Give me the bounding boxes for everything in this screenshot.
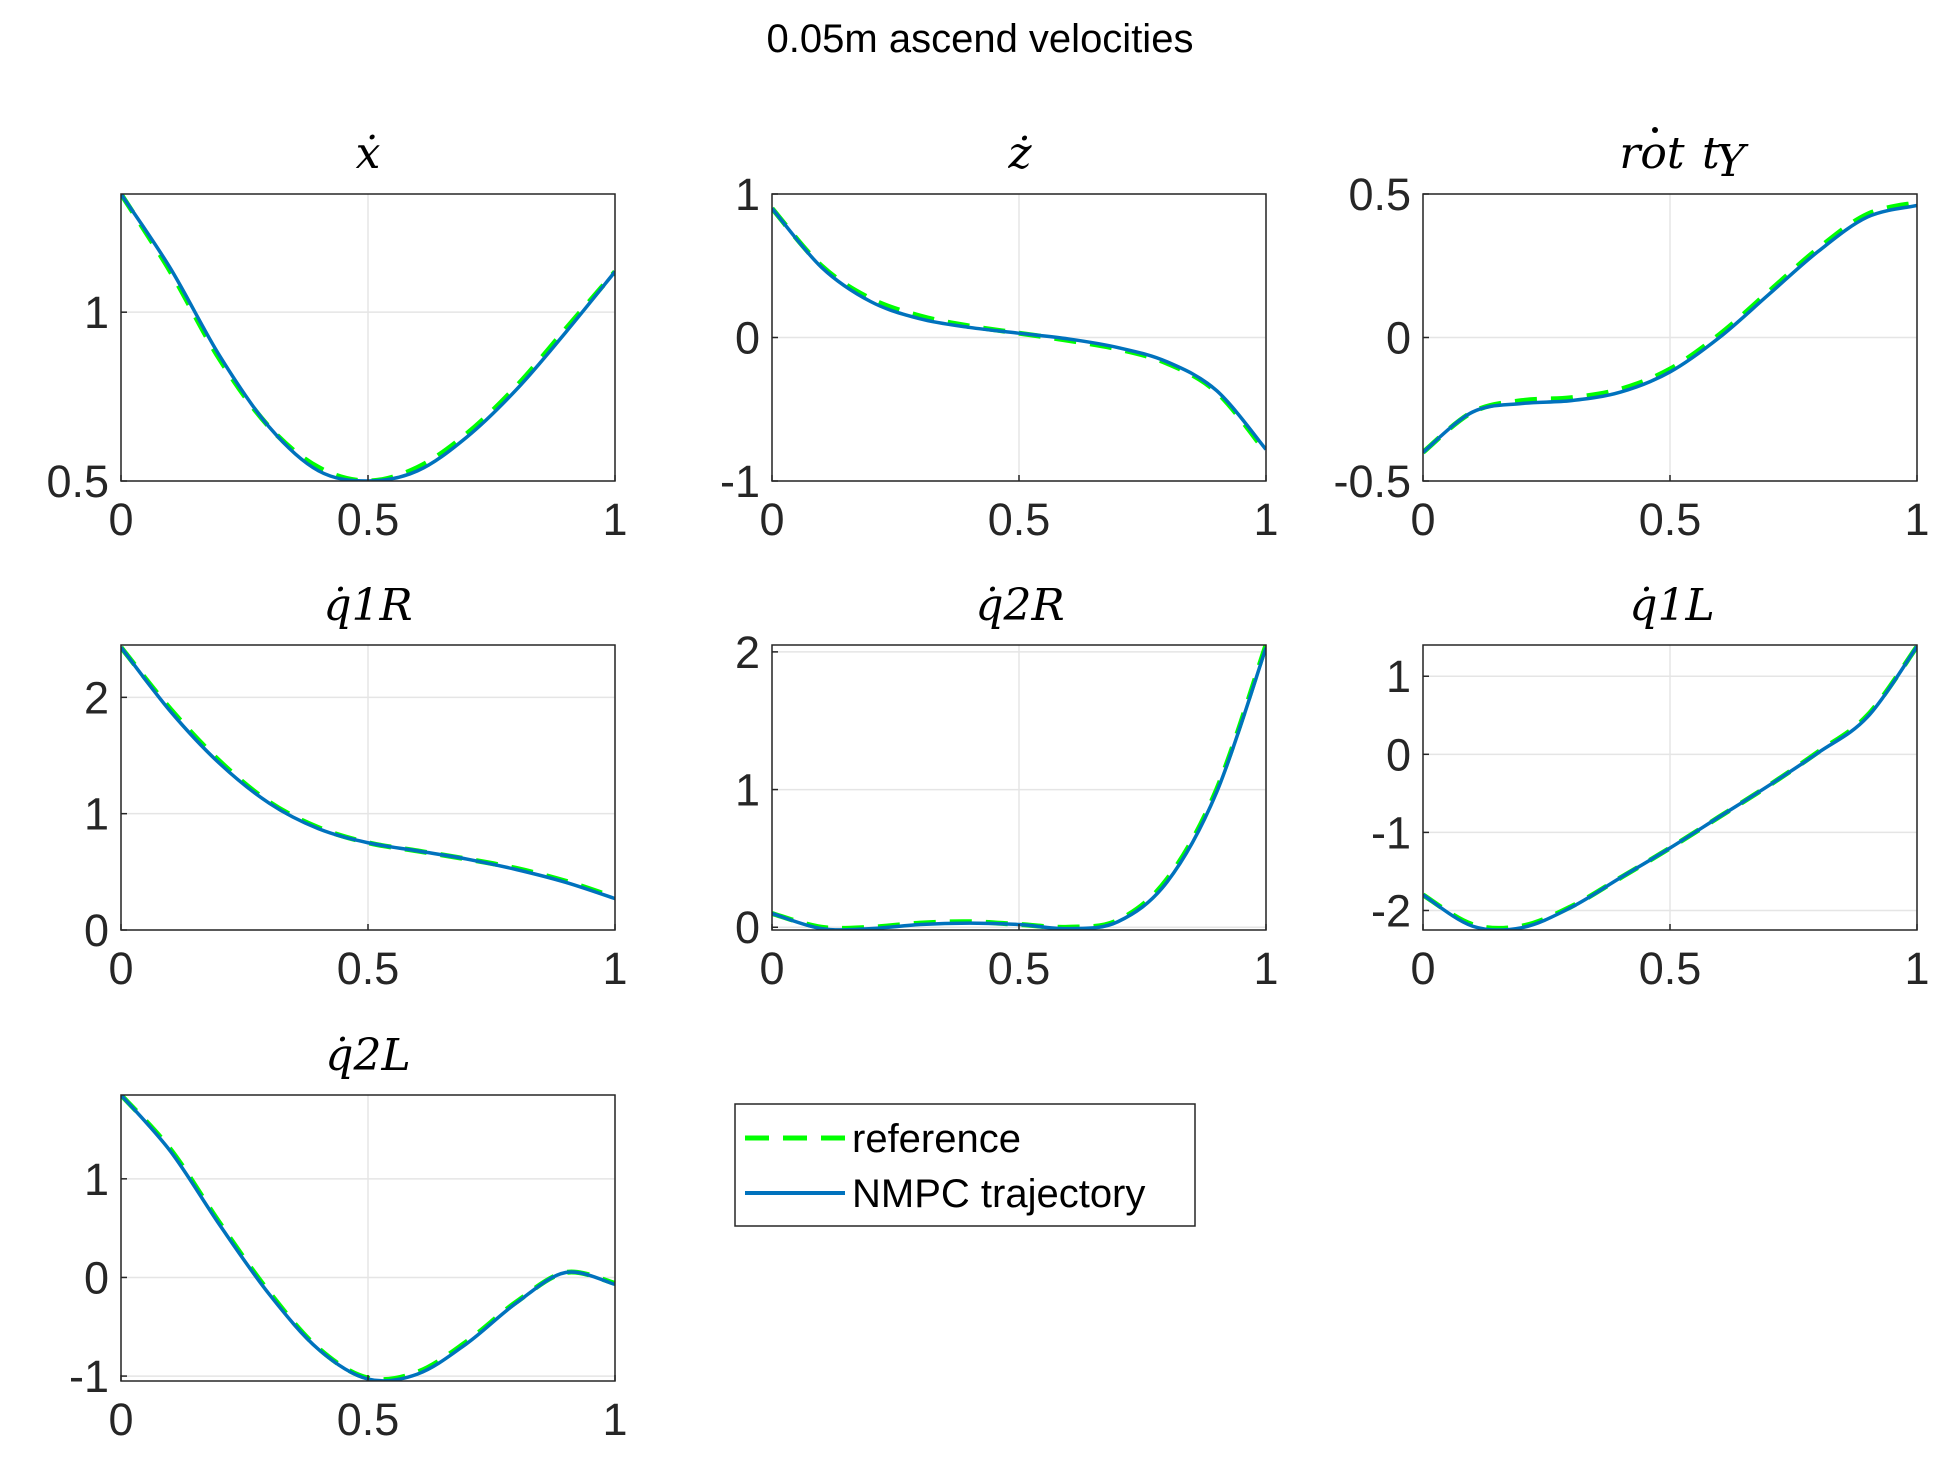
subplot-title-rotY: rot t Y	[1619, 127, 1749, 187]
y-tick-label: 0.5	[46, 456, 109, 507]
nmpc-trajectory-line	[121, 646, 615, 901]
y-tick-label: 0	[1386, 313, 1411, 364]
nmpc-trajectory-line	[121, 1095, 615, 1381]
legend-box	[734, 1103, 1196, 1227]
x-tick-label: 0	[108, 1394, 133, 1445]
y-tick-label: 1	[1386, 651, 1411, 702]
rot-dot-accent	[1652, 127, 1658, 133]
subplot-5: 0 0.5 1 -2 -1 0 1	[1371, 644, 1930, 994]
subplot-title-rot-subscript: Y	[1716, 136, 1749, 187]
x-tick-label: 0.5	[337, 1394, 400, 1445]
x-tick-label: 0.5	[988, 943, 1051, 994]
x-tick-label: 1	[1253, 943, 1278, 994]
y-tick-label: 1	[84, 1154, 109, 1205]
reference-line	[1423, 200, 1917, 455]
y-tick-label: -1	[720, 456, 760, 507]
x-tick-label: 0.5	[988, 494, 1051, 545]
y-tick-label: 1	[84, 789, 109, 840]
x-tick-label: 1	[1904, 494, 1929, 545]
y-tick-label: 0	[735, 902, 760, 953]
y-tick-label: -1	[69, 1351, 109, 1402]
x-tick-label: 0	[1410, 943, 1435, 994]
subplot-4: 0 0.5 1 0 1 2	[735, 627, 1279, 994]
x-tick-label: 0	[759, 943, 784, 994]
y-tick-label: 1	[735, 765, 760, 816]
subplot-title-q2R: q̇2R	[975, 580, 1064, 631]
x-tick-label: 0	[1410, 494, 1435, 545]
x-tick-label: 0.5	[1639, 494, 1702, 545]
y-tick-label: -2	[1371, 885, 1411, 936]
nmpc-trajectory-line	[772, 207, 1266, 451]
subplot-title-q1L: q̇1L	[1629, 580, 1714, 631]
nmpc-trajectory-line	[772, 647, 1266, 930]
y-tick-label: -0.5	[1333, 456, 1411, 507]
subplot-title-q1R: q̇1R	[323, 580, 412, 631]
subplot-3: 0 0.5 1 0 1 2	[84, 644, 628, 994]
x-tick-label: 0	[108, 494, 133, 545]
x-tick-label: 1	[602, 494, 627, 545]
x-tick-label: 0.5	[337, 943, 400, 994]
subplot-2: 0 0.5 1-0.500.5	[1333, 169, 1929, 545]
subplot-title-rot-base: rot	[1619, 128, 1685, 179]
y-tick-label: 1	[84, 287, 109, 338]
legend-reference-label: reference	[852, 1117, 1021, 1161]
subplot-title-zdot: ż	[1007, 128, 1032, 179]
legend: reference NMPC trajectory	[734, 1103, 1196, 1227]
subplot-0: 0 0.5 10.51	[46, 193, 628, 545]
x-tick-label: 0.5	[337, 494, 400, 545]
subplot-6: 0 0.5 1-101	[69, 1094, 628, 1445]
reference-line	[121, 194, 615, 481]
x-tick-label: 1	[1253, 494, 1278, 545]
y-tick-label: 1	[735, 169, 760, 220]
nmpc-trajectory-line	[1423, 203, 1917, 454]
y-tick-label: 0.5	[1348, 169, 1411, 220]
y-tick-label: 2	[735, 627, 760, 678]
x-tick-label: 0	[759, 494, 784, 545]
x-tick-label: 0.5	[1639, 943, 1702, 994]
subplot-title-xdot: ẋ	[356, 128, 381, 179]
y-tick-label: 0	[84, 905, 109, 956]
x-tick-label: 1	[602, 943, 627, 994]
y-tick-label: 0	[735, 313, 760, 364]
x-tick-label: 1	[1904, 943, 1929, 994]
subplot-title-rot-t: t	[1702, 128, 1720, 179]
legend-nmpc-label: NMPC trajectory	[852, 1172, 1145, 1216]
x-tick-label: 0	[108, 943, 133, 994]
y-tick-label: -1	[1371, 807, 1411, 858]
subplot-1: 0 0.5 1-101	[720, 169, 1279, 545]
suptitle: 0.05m ascend velocities	[767, 17, 1194, 61]
x-tick-label: 1	[602, 1394, 627, 1445]
y-tick-label: 2	[84, 672, 109, 723]
subplot-title-q2L: q̇2L	[325, 1030, 410, 1081]
y-tick-label: 0	[1386, 729, 1411, 780]
y-tick-label: 0	[84, 1252, 109, 1303]
